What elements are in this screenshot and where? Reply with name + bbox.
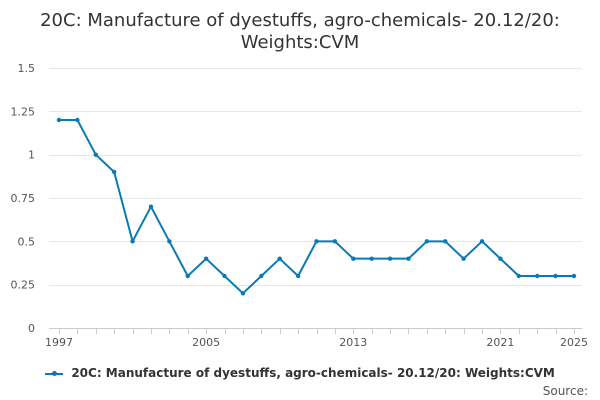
data-point[interactable] bbox=[479, 239, 485, 244]
y-tick-label: 0.5 bbox=[18, 235, 36, 248]
data-point[interactable] bbox=[203, 256, 209, 261]
data-point[interactable] bbox=[387, 256, 393, 261]
data-point[interactable] bbox=[295, 273, 301, 279]
source-label: Source: bbox=[542, 384, 588, 398]
data-point[interactable] bbox=[406, 256, 411, 261]
data-point[interactable] bbox=[240, 291, 246, 296]
data-point[interactable] bbox=[130, 239, 135, 244]
chart-title-line-2: Weights:CVM bbox=[240, 32, 360, 53]
y-tick-label: 1.25 bbox=[11, 105, 36, 118]
legend-label: 20C: Manufacture of dyestuffs, agro-chem… bbox=[71, 366, 555, 380]
legend[interactable]: 20C: Manufacture of dyestuffs, agro-chem… bbox=[0, 366, 600, 380]
chart-title-line-1: 20C: Manufacture of dyestuffs, agro-chem… bbox=[40, 10, 560, 31]
series-line[interactable] bbox=[58, 119, 575, 295]
data-point[interactable] bbox=[369, 256, 374, 261]
y-tick-label: 0.25 bbox=[11, 279, 36, 292]
data-point[interactable] bbox=[332, 239, 338, 244]
data-point[interactable] bbox=[167, 239, 172, 244]
data-point[interactable] bbox=[148, 204, 154, 209]
data-point[interactable] bbox=[461, 256, 466, 261]
data-point[interactable] bbox=[259, 273, 264, 279]
series-layer bbox=[56, 117, 577, 296]
data-point[interactable] bbox=[222, 273, 227, 279]
data-point[interactable] bbox=[443, 239, 448, 244]
x-tick-label: 2005 bbox=[192, 336, 220, 349]
data-point[interactable] bbox=[56, 117, 62, 123]
data-point[interactable] bbox=[111, 169, 117, 175]
x-tick-label: 2021 bbox=[486, 336, 514, 349]
chart-title: 20C: Manufacture of dyestuffs, agro-chem… bbox=[0, 10, 600, 54]
x-tick-label: 2013 bbox=[339, 336, 367, 349]
data-point[interactable] bbox=[516, 273, 522, 279]
y-tick-label: 0.75 bbox=[11, 192, 36, 205]
data-point[interactable] bbox=[351, 256, 356, 261]
legend-swatch bbox=[45, 369, 64, 379]
data-point[interactable] bbox=[535, 273, 540, 279]
y-tick-label: 1.5 bbox=[18, 62, 36, 75]
data-point[interactable] bbox=[277, 256, 282, 261]
data-point[interactable] bbox=[185, 273, 190, 279]
y-tick-label: 1 bbox=[28, 149, 35, 162]
data-point[interactable] bbox=[498, 256, 503, 261]
data-point[interactable] bbox=[553, 273, 558, 279]
axes: 0 0.25 0.5 0.75 1 1.25 1.5 1997 2005 2013 2021 2025 bbox=[11, 62, 589, 349]
data-point[interactable] bbox=[75, 117, 80, 123]
gridlines bbox=[49, 68, 582, 329]
data-point[interactable] bbox=[424, 239, 430, 244]
data-point[interactable] bbox=[314, 239, 319, 244]
y-tick-label: 0 bbox=[28, 322, 35, 335]
x-tick-label: 2025 bbox=[560, 336, 588, 349]
data-point[interactable] bbox=[571, 273, 577, 279]
x-tick-label: 1997 bbox=[45, 336, 73, 349]
data-point[interactable] bbox=[93, 152, 98, 157]
